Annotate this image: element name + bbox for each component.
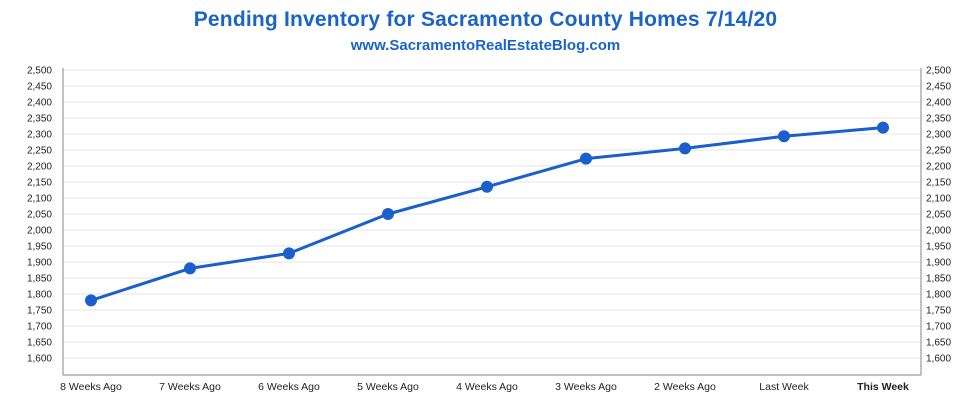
x-tick-label: 6 Weeks Ago bbox=[258, 381, 320, 393]
y-tick-label-left: 2,100 bbox=[27, 194, 52, 205]
y-tick-label-right: 2,350 bbox=[926, 114, 951, 125]
y-tick-label-left: 1,850 bbox=[27, 274, 52, 285]
y-tick-label-right: 2,200 bbox=[926, 162, 951, 173]
y-tick-label-right: 2,150 bbox=[926, 178, 951, 189]
y-tick-label-right: 2,050 bbox=[926, 210, 951, 221]
y-tick-label-left: 2,500 bbox=[27, 66, 52, 77]
data-point bbox=[877, 121, 889, 134]
data-point bbox=[382, 208, 394, 220]
y-tick-label-left: 2,200 bbox=[27, 162, 52, 173]
y-tick-label-left: 2,350 bbox=[27, 114, 52, 125]
y-tick-label-right: 1,900 bbox=[926, 258, 951, 269]
x-axis-ticks: 8 Weeks Ago 7 Weeks Ago 6 Weeks Ago 5 Weeks… bbox=[60, 381, 909, 393]
y-tick-label-right: 1,650 bbox=[926, 338, 951, 349]
y-tick-label-left: 2,450 bbox=[27, 82, 52, 93]
data-point bbox=[778, 130, 790, 143]
x-tick-label: 8 Weeks Ago bbox=[60, 381, 122, 393]
x-tick-label: 2 Weeks Ago bbox=[654, 381, 716, 393]
y-tick-label-left: 1,950 bbox=[27, 242, 52, 253]
grid-lines bbox=[63, 69, 921, 359]
y-tick-label-right: 1,750 bbox=[926, 306, 951, 317]
x-tick-label: Last Week bbox=[759, 381, 809, 393]
y-tick-label-right: 2,500 bbox=[926, 66, 951, 77]
axes bbox=[62, 68, 922, 376]
y-tick-label-left: 1,800 bbox=[27, 290, 52, 301]
y-tick-label-right: 2,400 bbox=[926, 98, 951, 109]
y-tick-label-left: 2,000 bbox=[27, 226, 52, 237]
y-tick-label-right: 2,250 bbox=[926, 146, 951, 157]
y-tick-label-right: 1,800 bbox=[926, 290, 951, 301]
y-tick-label-left: 2,300 bbox=[27, 130, 52, 141]
y-tick-label-left: 2,250 bbox=[27, 146, 52, 157]
y-tick-label-left: 1,700 bbox=[27, 322, 52, 333]
data-point bbox=[184, 262, 196, 275]
x-tick-label: This Week bbox=[857, 381, 909, 393]
chart-title: Pending Inventory for Sacramento County … bbox=[193, 8, 778, 31]
y-tick-label-left: 1,600 bbox=[27, 354, 52, 365]
y-tick-label-right: 2,450 bbox=[926, 82, 951, 93]
x-tick-label: 7 Weeks Ago bbox=[159, 381, 221, 393]
y-axis-left-ticks: 1,600 1,650 1,700 1,750 1,800 1,850 1,900 1,950… bbox=[27, 66, 52, 365]
data-point bbox=[580, 152, 592, 165]
x-tick-label: 5 Weeks Ago bbox=[357, 381, 419, 393]
y-tick-label-left: 1,900 bbox=[27, 258, 52, 269]
y-tick-label-right: 2,000 bbox=[926, 226, 951, 237]
data-point bbox=[679, 142, 691, 155]
y-tick-label-right: 1,700 bbox=[926, 322, 951, 333]
y-tick-label-right: 1,950 bbox=[926, 242, 951, 253]
x-tick-label: 4 Weeks Ago bbox=[456, 381, 518, 393]
data-point bbox=[85, 294, 97, 307]
y-tick-label-right: 2,300 bbox=[926, 130, 951, 141]
series bbox=[85, 121, 889, 307]
y-tick-label-left: 2,050 bbox=[27, 210, 52, 221]
y-tick-label-left: 2,400 bbox=[27, 98, 52, 109]
chart-subtitle: www.SacramentoRealEstateBlog.com bbox=[350, 37, 621, 54]
y-tick-label-right: 1,850 bbox=[926, 274, 951, 285]
data-point bbox=[481, 180, 493, 193]
y-tick-label-right: 1,600 bbox=[926, 354, 951, 365]
y-tick-label-right: 2,100 bbox=[926, 194, 951, 205]
data-point bbox=[283, 247, 295, 260]
y-tick-label-left: 1,650 bbox=[27, 338, 52, 349]
y-axis-right-ticks: 1,600 1,650 1,700 1,750 1,800 1,850 1,900 1,950… bbox=[926, 66, 951, 365]
y-tick-label-left: 2,150 bbox=[27, 178, 52, 189]
x-tick-label: 3 Weeks Ago bbox=[555, 381, 617, 393]
y-tick-label-left: 1,750 bbox=[27, 306, 52, 317]
